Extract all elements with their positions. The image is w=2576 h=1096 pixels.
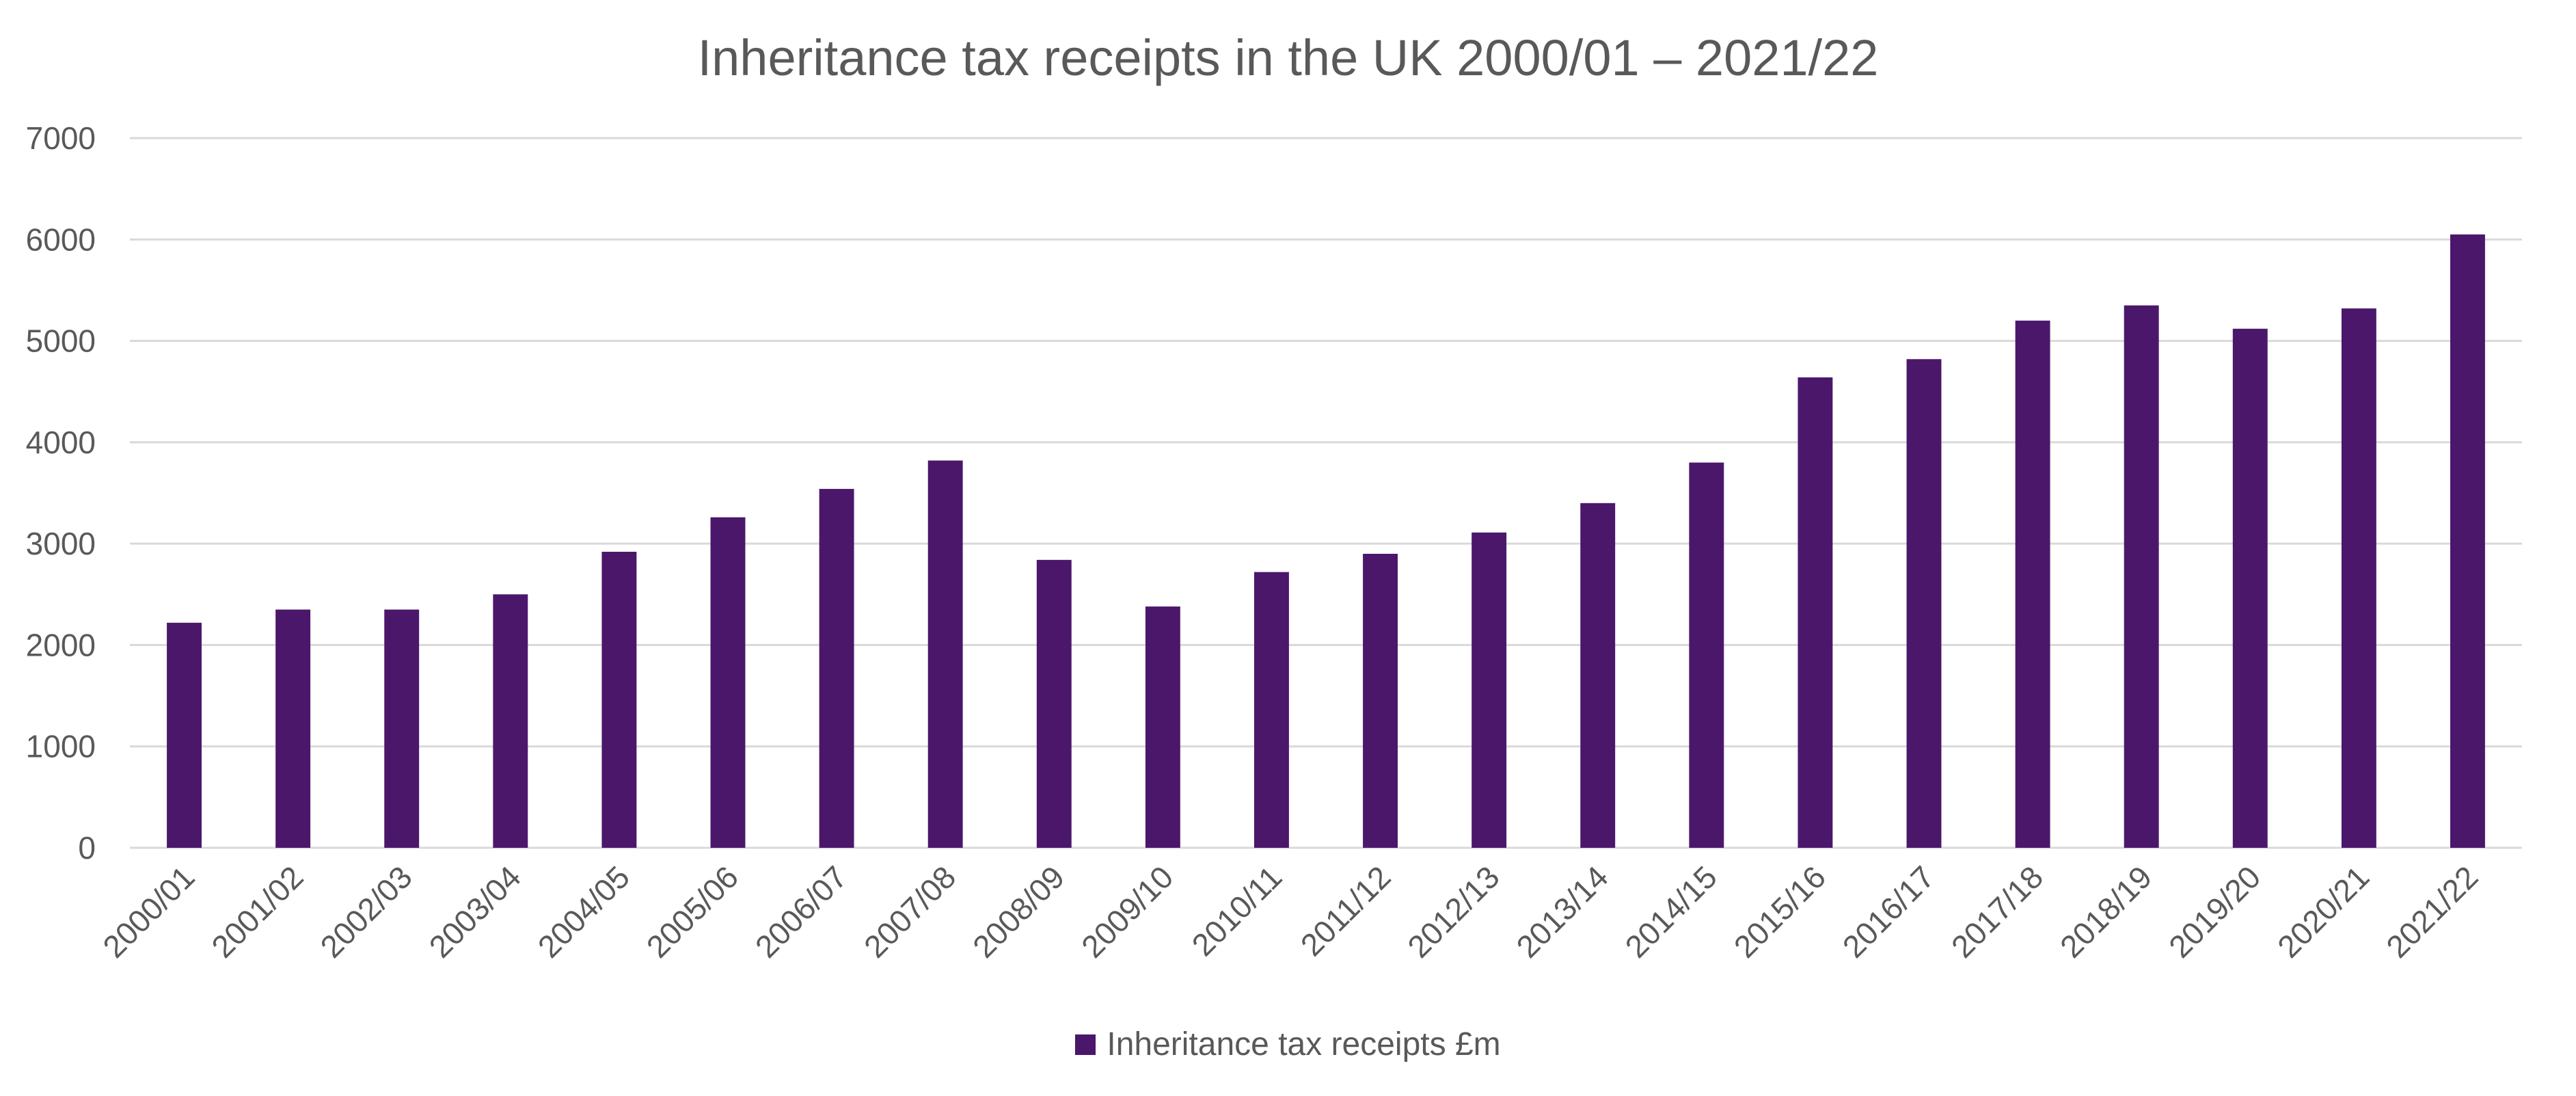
x-tick-label: 2010/11 — [1185, 859, 1289, 963]
x-tick-label: 2015/16 — [1727, 859, 1832, 964]
x-tick-label: 2002/03 — [313, 859, 418, 964]
x-tick-label: 2021/22 — [2379, 859, 2484, 964]
x-tick-label: 2019/20 — [2162, 859, 2267, 964]
bar — [275, 609, 311, 848]
y-tick-label: 1000 — [26, 729, 96, 764]
bar — [384, 609, 420, 848]
bar — [2015, 320, 2050, 848]
bar — [1798, 377, 1833, 848]
bar — [1580, 503, 1616, 848]
x-tick-label: 2009/10 — [1074, 859, 1180, 964]
x-tick-label: 2011/12 — [1294, 859, 1398, 963]
bar — [710, 517, 746, 848]
bar — [2450, 234, 2485, 848]
chart-title: Inheritance tax receipts in the UK 2000/… — [697, 29, 1879, 86]
x-tick-label: 2004/05 — [531, 859, 636, 964]
bar — [1472, 532, 1507, 848]
x-tick-label: 2013/14 — [1509, 859, 1614, 964]
x-tick-label: 2005/06 — [640, 859, 745, 964]
y-tick-label: 0 — [78, 830, 96, 866]
legend-label: Inheritance tax receipts £m — [1107, 1026, 1501, 1062]
x-tick-label: 2000/01 — [96, 859, 201, 964]
y-tick-label: 6000 — [26, 222, 96, 257]
x-tick-label: 2016/17 — [1836, 859, 1941, 964]
x-tick-label: 2008/09 — [966, 859, 1071, 964]
bar — [819, 489, 854, 848]
legend-swatch — [1075, 1034, 1096, 1055]
x-tick-label: 2014/15 — [1618, 859, 1724, 964]
bar — [2124, 305, 2159, 848]
bar — [2232, 328, 2268, 848]
legend: Inheritance tax receipts £m — [0, 1026, 2576, 1063]
y-tick-label: 3000 — [26, 526, 96, 561]
bar — [1689, 462, 1724, 848]
x-tick-label: 2006/07 — [748, 859, 854, 964]
bar — [601, 552, 637, 848]
y-tick-label: 2000 — [26, 627, 96, 663]
y-tick-label: 5000 — [26, 323, 96, 359]
bar — [2341, 308, 2376, 848]
x-tick-label: 2017/18 — [1944, 859, 2050, 964]
bar — [1363, 553, 1398, 848]
x-tick-label: 2001/02 — [204, 859, 310, 964]
bar — [1254, 572, 1289, 848]
bar — [927, 460, 963, 848]
x-tick-label: 2018/19 — [2053, 859, 2158, 964]
x-tick-label: 2012/13 — [1400, 859, 1506, 964]
y-tick-label: 7000 — [26, 120, 96, 156]
bar — [1036, 559, 1072, 848]
x-tick-label: 2003/04 — [422, 859, 528, 964]
bar — [167, 622, 202, 848]
x-tick-label: 2007/08 — [857, 859, 962, 964]
bar — [1906, 359, 1942, 848]
bar — [493, 594, 528, 848]
y-tick-label: 4000 — [26, 425, 96, 460]
x-tick-label: 2020/21 — [2270, 859, 2376, 964]
bar — [1145, 606, 1180, 848]
